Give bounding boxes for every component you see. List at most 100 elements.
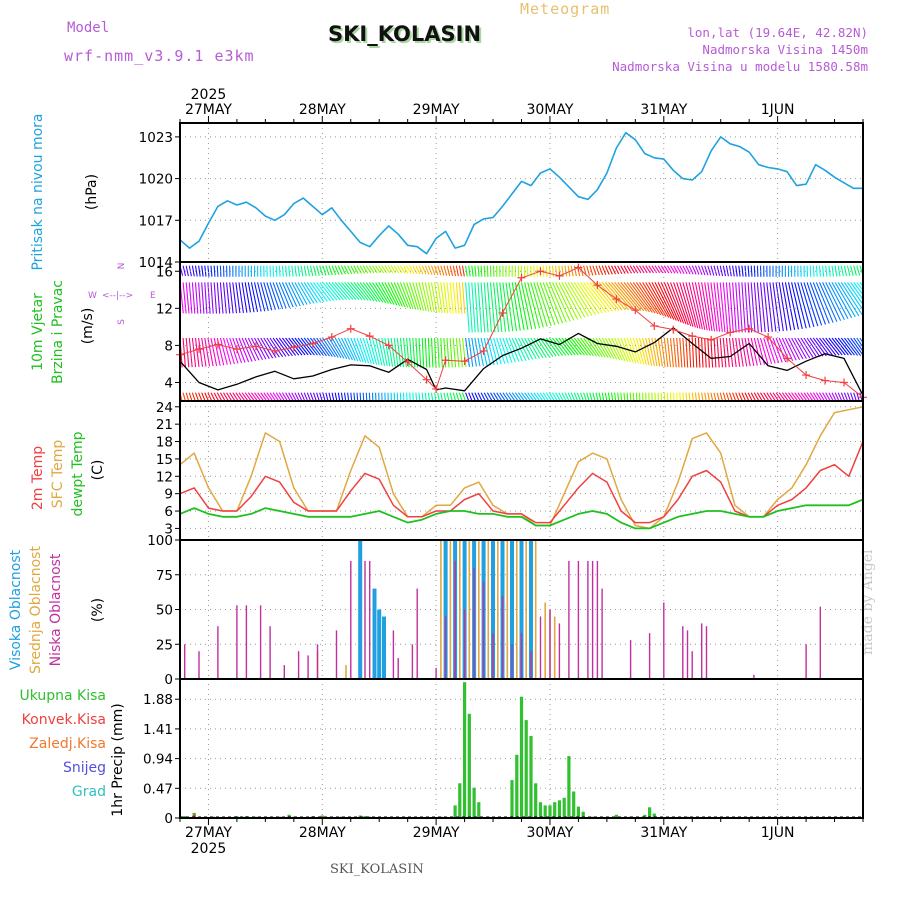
wind-barb bbox=[222, 282, 227, 314]
y-tick-label: 21 bbox=[156, 417, 173, 433]
cloud-bar-high bbox=[358, 540, 363, 679]
wind-barb bbox=[384, 337, 391, 367]
gust-marker bbox=[536, 267, 545, 276]
wind-barb bbox=[471, 392, 476, 401]
wind-barb bbox=[697, 337, 701, 368]
wind-barb bbox=[325, 392, 329, 401]
wind-barb bbox=[353, 265, 359, 274]
wind-barb bbox=[297, 282, 312, 305]
y-tick-label: 18 bbox=[156, 435, 173, 451]
wind-barb bbox=[306, 392, 312, 401]
wind-barb bbox=[676, 265, 682, 274]
day-label-top: 27MAY bbox=[185, 102, 232, 118]
wind-barb bbox=[834, 392, 840, 401]
wind-barb bbox=[309, 282, 325, 303]
gust-marker bbox=[517, 273, 526, 282]
wind-title-1: 10m Vjetar bbox=[30, 293, 46, 371]
y-tick-label: 0.94 bbox=[143, 752, 173, 768]
wind-barb bbox=[626, 392, 629, 401]
gust-marker bbox=[726, 328, 735, 337]
wind-barb bbox=[564, 282, 586, 318]
wind-barb bbox=[281, 265, 284, 277]
wind-barb bbox=[818, 265, 821, 277]
gust-marker bbox=[232, 345, 241, 354]
wind-barb bbox=[378, 282, 392, 305]
wind-barb bbox=[738, 392, 743, 401]
wind-barb bbox=[611, 337, 623, 361]
wind-barb bbox=[443, 392, 447, 401]
wind-barb bbox=[747, 265, 750, 277]
wind-barb bbox=[561, 337, 576, 356]
wind-barb bbox=[732, 337, 737, 367]
wind-barb bbox=[278, 337, 293, 357]
wind-barb bbox=[763, 392, 770, 401]
wind-barb bbox=[384, 392, 386, 401]
wind-barb bbox=[527, 282, 541, 329]
wind-barb bbox=[657, 392, 659, 401]
wind-barb bbox=[406, 392, 408, 401]
wind-barb bbox=[437, 392, 440, 401]
wind-barb bbox=[629, 392, 632, 401]
wind-barb bbox=[573, 392, 579, 401]
wind-barb bbox=[682, 392, 685, 401]
wind-barb bbox=[682, 265, 688, 275]
wind-barb bbox=[319, 282, 335, 301]
wind-barb bbox=[831, 265, 835, 277]
wind-barb bbox=[278, 282, 291, 308]
cloud-bar-high bbox=[519, 540, 524, 679]
wind-barb bbox=[822, 392, 828, 401]
wind-barb bbox=[427, 282, 435, 313]
wind-barb bbox=[368, 265, 375, 274]
wind-barb bbox=[275, 265, 278, 277]
wind-barb bbox=[843, 337, 859, 356]
wind-barb bbox=[753, 337, 762, 366]
wind-barb bbox=[511, 282, 521, 331]
wind-barb bbox=[691, 392, 694, 401]
gust-marker bbox=[574, 263, 583, 272]
precip-bar bbox=[562, 797, 566, 818]
cloud-bar-low bbox=[236, 605, 238, 679]
wind-barb bbox=[716, 392, 720, 401]
wind-barb bbox=[185, 392, 190, 401]
cloud-bar-mid bbox=[449, 540, 452, 679]
wind-barb bbox=[815, 265, 818, 277]
wind-barb bbox=[306, 282, 322, 303]
pressure-title: Pritisak na nivou mora bbox=[30, 113, 46, 270]
wind-barb bbox=[834, 282, 856, 318]
wind-barb bbox=[415, 265, 421, 275]
wind-barb bbox=[542, 392, 550, 401]
wind-barb bbox=[309, 265, 314, 277]
data-layer bbox=[176, 131, 867, 819]
wind-barb bbox=[446, 392, 450, 401]
wind-barb bbox=[552, 392, 558, 401]
wind-barb bbox=[642, 282, 664, 316]
precip-bar bbox=[458, 783, 462, 819]
cloud-bar-low bbox=[539, 616, 542, 679]
wind-barb bbox=[213, 392, 220, 401]
wind-barb bbox=[598, 337, 612, 359]
wind-barb bbox=[471, 265, 474, 277]
wind-barb bbox=[371, 392, 374, 401]
wind-barb bbox=[657, 337, 663, 367]
wind-barb bbox=[654, 392, 656, 401]
wind-barb bbox=[430, 337, 434, 368]
wind-barb bbox=[229, 282, 234, 314]
wind-barb bbox=[418, 337, 422, 368]
wind-barb bbox=[682, 337, 686, 368]
wind-barb bbox=[226, 337, 235, 365]
cloud-bar-low bbox=[558, 623, 561, 679]
wind-barb bbox=[415, 337, 419, 368]
wind-barb bbox=[756, 392, 763, 401]
wind-barb bbox=[576, 392, 582, 401]
wind-barb bbox=[828, 282, 849, 320]
cloud-bar-low bbox=[705, 626, 708, 679]
wind-barb bbox=[697, 282, 708, 331]
wind-barb bbox=[601, 337, 615, 359]
wind-barb bbox=[580, 282, 603, 314]
wind-barb bbox=[766, 282, 773, 332]
wind-barb bbox=[455, 265, 459, 277]
wind-barb bbox=[555, 392, 561, 401]
wind-barb bbox=[648, 282, 670, 318]
model-name: wrf-nmm_v3.9.1 e3km bbox=[64, 47, 255, 65]
